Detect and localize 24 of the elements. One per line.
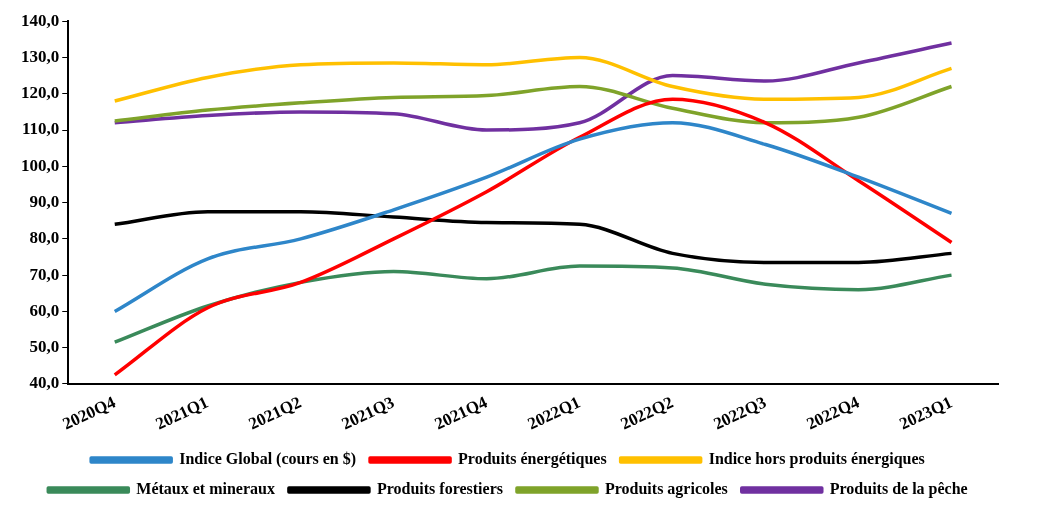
line-series [112,97,954,377]
line-series [112,209,954,265]
y-tick-label: 90,0 [29,191,60,211]
y-tick-label: 60,0 [29,300,60,320]
legend-label: Métaux et mineraux [136,480,275,498]
y-tick-label: 50,0 [29,337,60,357]
legend-label: Indice hors produits énergiques [708,450,925,469]
y-tick-label: 70,0 [29,264,60,284]
legend-label: Produits forestiers [376,480,503,498]
legend-label: Produits énergétiques [458,450,607,469]
y-tick-label: 100,0 [21,155,60,175]
legend-label: Indice Global (cours en $) [179,450,357,469]
legend-label: Produits agricoles [604,480,728,499]
y-tick-label: 120,0 [21,83,60,103]
y-tick-label: 110,0 [21,119,60,139]
line-series [112,121,954,314]
y-tick-label: 140,0 [21,10,60,30]
line-series [112,41,954,132]
y-tick-label: 40,0 [29,373,60,393]
line-series [112,55,954,103]
legend-label: Produits de la pêche [829,480,968,499]
y-tick-label: 130,0 [21,46,60,66]
line-series [112,84,954,125]
y-tick-label: 80,0 [29,228,60,248]
